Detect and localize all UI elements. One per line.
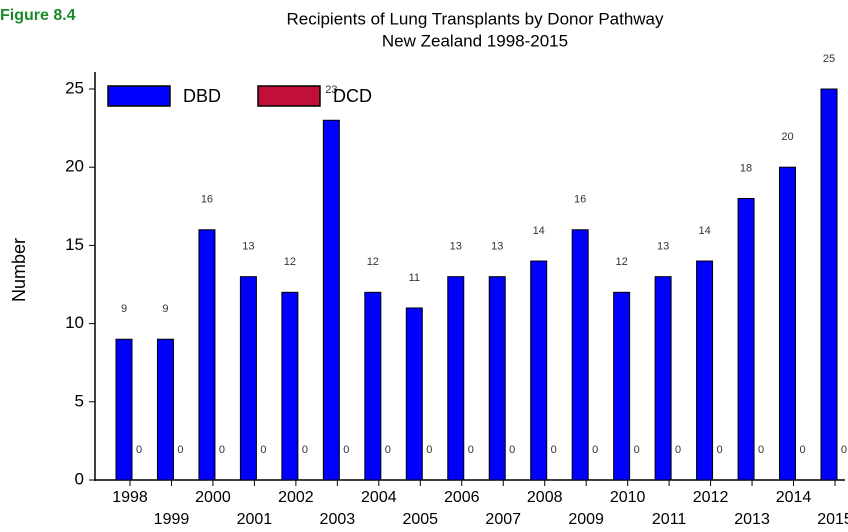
value-label: 0	[177, 444, 183, 456]
x-tick-label: 2009	[568, 511, 604, 528]
bar	[737, 197, 755, 481]
y-axis-label: Number	[9, 238, 29, 302]
value-label: 23	[325, 84, 337, 96]
value-label: 16	[201, 194, 213, 206]
value-label: 16	[574, 194, 586, 206]
x-tick-label: 2003	[320, 511, 356, 528]
value-label: 12	[616, 256, 628, 268]
bar	[779, 166, 797, 481]
value-label: 0	[426, 444, 432, 456]
value-label: 0	[260, 444, 266, 456]
value-label: 13	[450, 241, 462, 253]
bar	[156, 338, 174, 481]
bar	[613, 291, 631, 481]
bar	[530, 260, 548, 481]
legend-label: DBD	[183, 86, 221, 106]
x-tick-label: 2006	[444, 489, 480, 506]
legend-label: DCD	[333, 86, 372, 106]
value-label: 0	[592, 444, 598, 456]
y-tick-label: 5	[75, 391, 84, 410]
value-label: 0	[551, 444, 557, 456]
x-tick-label: 2011	[652, 511, 687, 528]
value-label: 0	[343, 444, 349, 456]
x-tick-label: 2014	[776, 489, 812, 506]
value-label: 14	[533, 225, 545, 237]
x-tick-label: 2015	[817, 511, 848, 528]
y-tick-label: 10	[65, 313, 84, 332]
value-label: 0	[302, 444, 308, 456]
value-label: 12	[284, 256, 296, 268]
x-tick-label: 2012	[693, 489, 729, 506]
x-tick-label: 2007	[485, 511, 521, 528]
bar	[115, 338, 133, 481]
bar	[405, 307, 423, 481]
x-tick-label: 2004	[361, 489, 397, 506]
bar	[364, 291, 382, 481]
value-label: 13	[657, 241, 669, 253]
value-label: 9	[162, 303, 168, 315]
legend-swatch	[107, 85, 171, 107]
bar	[447, 276, 465, 481]
x-tick-label: 2010	[610, 489, 646, 506]
value-label: 0	[758, 444, 764, 456]
value-label: 9	[121, 303, 127, 315]
x-tick-label: 1999	[154, 511, 190, 528]
value-label: 13	[242, 241, 254, 253]
value-label: 12	[367, 256, 379, 268]
x-tick-label: 2000	[195, 489, 231, 506]
value-label: 14	[698, 225, 710, 237]
x-tick-label: 2005	[402, 511, 438, 528]
value-label: 13	[491, 241, 503, 253]
value-label: 0	[468, 444, 474, 456]
bar	[488, 276, 506, 481]
figure-label: Figure 8.4	[0, 7, 76, 24]
value-label: 18	[740, 162, 752, 174]
legend-swatch	[257, 85, 321, 107]
chart-subtitle: New Zealand 1998-2015	[382, 31, 568, 50]
y-tick-label: 25	[65, 78, 84, 97]
y-tick-label: 15	[65, 235, 84, 254]
y-tick-label: 0	[75, 469, 84, 488]
bar	[239, 276, 257, 481]
bar	[696, 260, 714, 481]
y-tick-label: 20	[65, 157, 84, 176]
chart-title: Recipients of Lung Transplants by Donor …	[286, 9, 664, 28]
bar	[654, 276, 672, 481]
bar	[571, 229, 589, 481]
value-label: 0	[634, 444, 640, 456]
x-tick-label: 2013	[734, 511, 770, 528]
value-label: 0	[219, 444, 225, 456]
value-label: 0	[717, 444, 723, 456]
bar	[198, 229, 216, 481]
bar	[281, 291, 299, 481]
value-label: 0	[841, 444, 847, 456]
value-label: 20	[781, 131, 793, 143]
x-tick-label: 2008	[527, 489, 563, 506]
value-label: 0	[136, 444, 142, 456]
value-label: 0	[799, 444, 805, 456]
bar	[820, 88, 838, 481]
value-label: 25	[823, 53, 835, 65]
value-label: 0	[675, 444, 681, 456]
value-label: 0	[509, 444, 515, 456]
bar	[322, 119, 340, 481]
x-tick-label: 2002	[278, 489, 314, 506]
x-tick-label: 1998	[112, 489, 148, 506]
value-label: 0	[385, 444, 391, 456]
value-label: 11	[409, 272, 420, 284]
x-tick-label: 2001	[237, 511, 273, 528]
